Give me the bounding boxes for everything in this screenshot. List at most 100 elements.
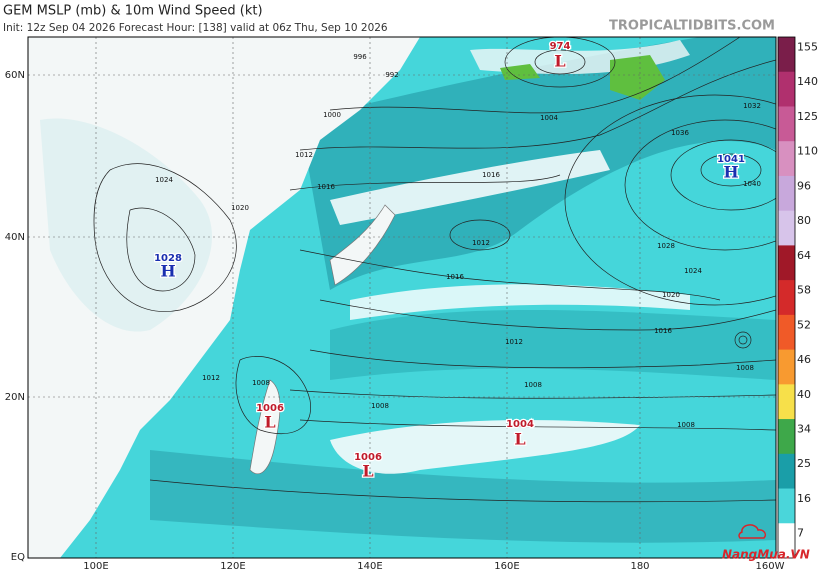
colorbar-label: 80	[797, 214, 811, 227]
colorbar-segment	[778, 106, 795, 142]
colorbar-segment	[778, 210, 795, 246]
center-value: 974	[550, 41, 571, 52]
colorbar-label: 46	[797, 353, 811, 366]
colorbar-segment	[778, 71, 795, 107]
calm-area	[330, 150, 610, 225]
isobar-label: 996	[353, 53, 367, 61]
lon-label: 120E	[220, 561, 245, 572]
center-letter: H	[723, 163, 738, 182]
isobar-label: 1012	[505, 338, 523, 346]
lon-label: 160W	[756, 561, 785, 572]
colorbar-label: 52	[797, 318, 811, 331]
colorbar-segment	[778, 141, 795, 177]
colorbar-segment	[778, 488, 795, 524]
isobar-label: 1020	[231, 204, 249, 212]
lon-label: 180	[630, 561, 649, 572]
center-letter: L	[554, 52, 565, 71]
colorbar-segment	[778, 175, 795, 212]
strong-wind	[500, 64, 540, 80]
colorbar-label: 110	[797, 145, 818, 158]
center-letter: L	[264, 413, 275, 432]
lon-label: 140E	[357, 561, 382, 572]
isobars	[93, 37, 776, 503]
axis-labels: 60N 40N 20N EQ 100E 120E 140E 160E 180 160W	[5, 70, 785, 572]
wind-band	[330, 310, 776, 380]
center-value: 1028	[154, 253, 182, 264]
isobar-label: 992	[385, 71, 398, 79]
colorbar-label: 155	[797, 40, 818, 53]
colorbar-segment	[778, 314, 795, 351]
isobar-label: 1008	[677, 421, 695, 429]
isobar-label: 1012	[472, 239, 490, 247]
strong-wind	[610, 55, 665, 100]
colorbar-label: 125	[797, 110, 818, 123]
isobar-label: 1016	[446, 273, 464, 281]
center-letter: L	[514, 430, 525, 449]
center-letter: L	[362, 462, 373, 481]
isobar-label: 1008	[371, 402, 389, 410]
colorbar-label: 7	[797, 527, 804, 540]
colorbar-label: 40	[797, 388, 811, 401]
colorbar-segment	[778, 280, 795, 316]
isobar-label: 1016	[317, 183, 335, 191]
isobar-label: 1016	[482, 171, 500, 179]
center-value: 1004	[506, 419, 534, 430]
isobar-label: 1020	[662, 291, 680, 299]
isobar-label: 1028	[657, 242, 675, 250]
isobar-labels: 996 992 1000 1004 1012 1016 1012 1016 1020 1016 10…	[155, 53, 761, 429]
colorbar-label: 25	[797, 457, 811, 470]
lat-label: 20N	[5, 392, 25, 403]
wind-band	[150, 450, 776, 543]
isobar-label: 1012	[295, 151, 313, 159]
graticule	[28, 37, 776, 558]
isobar-label: 1000	[323, 111, 341, 119]
colorbar-label: 64	[797, 249, 811, 262]
calm-area	[350, 284, 690, 320]
center-value: 1041	[717, 154, 745, 165]
isobar-label: 1012	[202, 374, 220, 382]
colorbar-label: 140	[797, 75, 818, 88]
colorbar-label: 58	[797, 284, 811, 297]
watermark-logo	[738, 524, 767, 539]
lat-label: 40N	[5, 232, 25, 243]
lat-label: EQ	[11, 552, 25, 563]
colorbar-label: 96	[797, 179, 811, 192]
center-letter: H	[160, 262, 175, 281]
isobar-label: 1008	[736, 364, 754, 372]
colorbar-segment	[778, 37, 795, 73]
colorbar-label: 16	[797, 492, 811, 505]
lon-label: 160E	[494, 561, 519, 572]
colorbar-segment	[778, 349, 795, 385]
title: GEM MSLP (mb) & 10m Wind Speed (kt)	[3, 4, 263, 19]
isobar-label: 1004	[540, 114, 558, 122]
colorbar-segment	[778, 245, 795, 281]
isobar-label: 1008	[524, 381, 542, 389]
colorbar-label: 34	[797, 422, 811, 435]
land-shading	[40, 118, 212, 332]
lon-label: 100E	[83, 561, 108, 572]
watermark: NangMua.VN	[722, 548, 810, 562]
colorbar-segment	[778, 419, 795, 455]
subtitle: Init: 12z Sep 04 2026 Forecast Hour: [13…	[3, 22, 388, 34]
isobar-label: 1024	[684, 267, 702, 275]
map-area: 996 992 1000 1004 1012 1016 1012 1016 1020 1016 10…	[28, 37, 776, 558]
land-philippines	[249, 379, 281, 475]
lat-label: 60N	[5, 70, 25, 81]
isobar-label: 1036	[671, 129, 689, 137]
center-value: 1006	[354, 452, 382, 463]
isobar-label: 1032	[743, 102, 761, 110]
colorbar: 155 140 125 110 96 80 64 58 52 46 40 34 25 16 7	[777, 36, 818, 559]
colorbar-segment	[778, 523, 795, 559]
calm-area	[330, 420, 640, 474]
map-frame	[27, 36, 777, 559]
site-name: TROPICALTIDBITS.COM	[609, 19, 775, 34]
isobar-label: 1040	[743, 180, 761, 188]
colorbar-segment	[778, 453, 795, 490]
land-japan	[329, 204, 396, 286]
colorbar-frame	[777, 36, 796, 559]
center-value: 1006	[256, 403, 284, 414]
colorbar-segment	[778, 384, 795, 420]
